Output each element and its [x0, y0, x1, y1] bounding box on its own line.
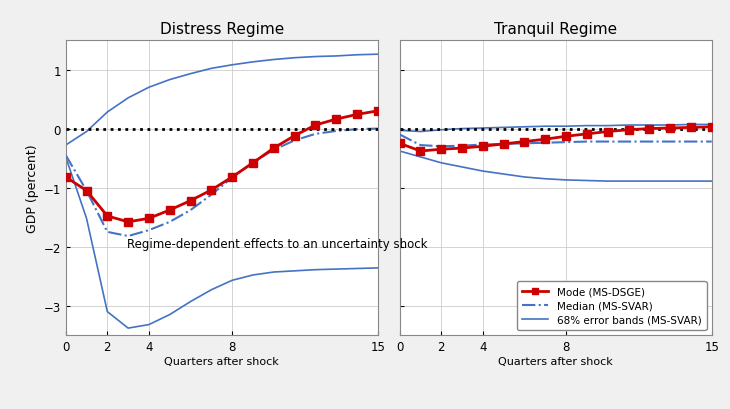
- Title: Tranquil Regime: Tranquil Regime: [494, 22, 618, 37]
- Legend: Mode (MS-DSGE), Median (MS-SVAR), 68% error bands (MS-SVAR): Mode (MS-DSGE), Median (MS-SVAR), 68% er…: [517, 281, 707, 330]
- X-axis label: Quarters after shock: Quarters after shock: [164, 356, 279, 366]
- Text: Regime-dependent effects to an uncertainty shock: Regime-dependent effects to an uncertain…: [127, 237, 428, 250]
- Title: Distress Regime: Distress Regime: [160, 22, 284, 37]
- Y-axis label: GDP (percent): GDP (percent): [26, 144, 39, 232]
- X-axis label: Quarters after shock: Quarters after shock: [499, 356, 613, 366]
